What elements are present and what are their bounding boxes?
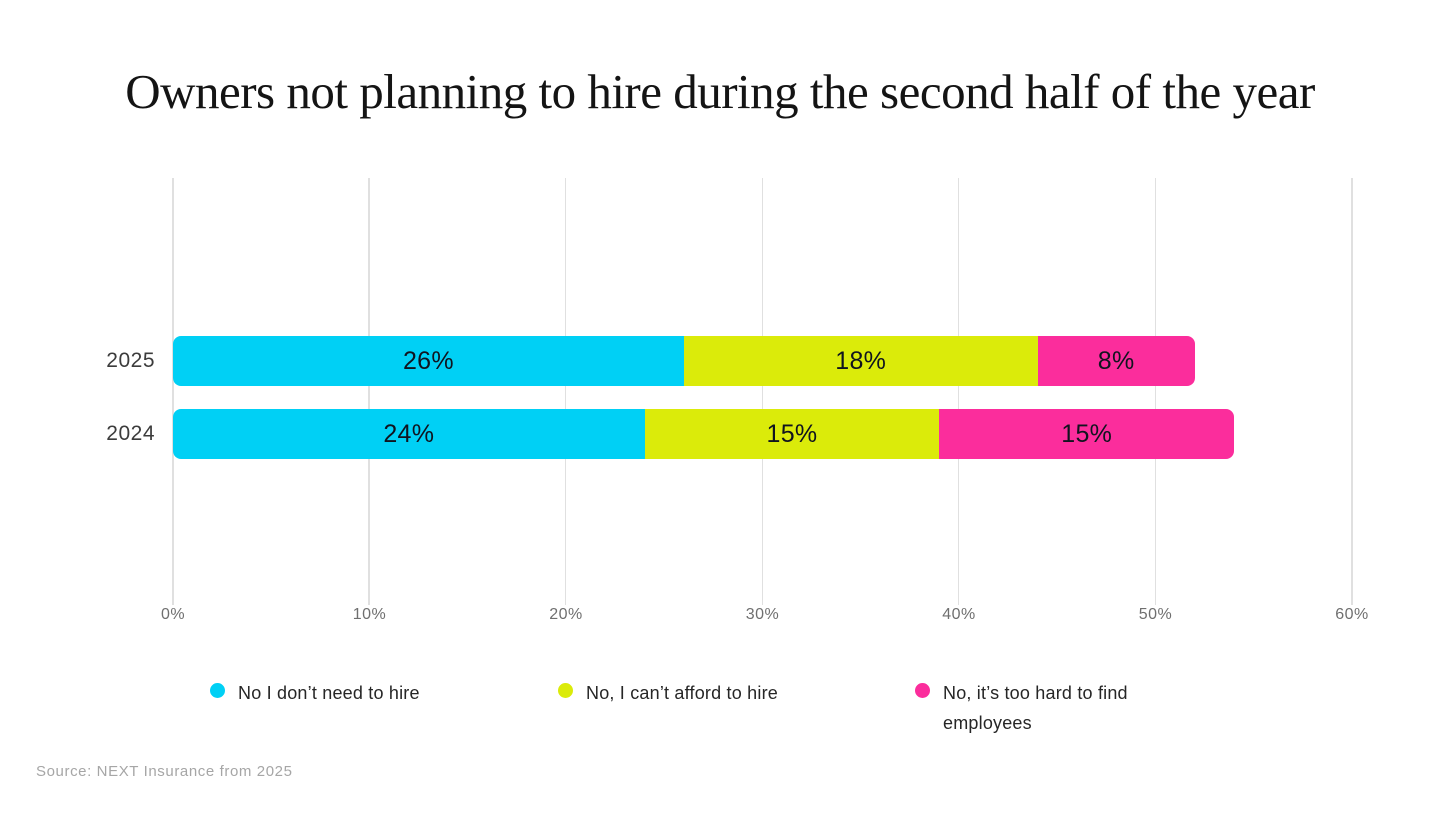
chart-title: Owners not planning to hire during the s…	[125, 63, 1315, 119]
legend-item: No, I can’t afford to hire	[558, 678, 778, 708]
bar-row: 26% 18% 8%	[173, 336, 1352, 386]
x-axis-tick-label: 0%	[160, 606, 186, 623]
legend-label: No I don’t need to hire	[238, 683, 420, 703]
legend: No I don’t need to hire No, I can’t affor…	[0, 678, 1440, 748]
bar-value-label: 24%	[383, 419, 435, 448]
y-axis-label: 2025	[106, 349, 155, 372]
bar-value-label: 15%	[1061, 419, 1113, 448]
y-axis-label: 2024	[106, 422, 155, 445]
gridline	[761, 178, 763, 605]
gridline	[957, 178, 960, 605]
gridline	[172, 178, 174, 605]
x-axis-tick-label: 60%	[1335, 606, 1369, 623]
legend-dot-icon	[210, 683, 225, 698]
x-axis-tick-label: 30%	[745, 606, 780, 623]
source-note: Source: NEXT Insurance from 2025	[36, 763, 293, 780]
x-axis-tick-label: 40%	[942, 606, 976, 623]
x-axis-tick-label: 50%	[1138, 606, 1173, 623]
legend-dot-icon	[558, 683, 573, 698]
gridline	[564, 178, 567, 605]
gridline	[1154, 178, 1156, 605]
bar-segment: 8%	[1037, 336, 1195, 386]
bar-segment: 18%	[683, 336, 1038, 386]
gridline	[1351, 178, 1353, 605]
plot-area: 26% 18% 8% 24% 15% 15%	[172, 178, 1353, 605]
bar-segment: 26%	[173, 336, 684, 386]
bar-value-label: 26%	[402, 346, 454, 375]
bar-value-label: 15%	[766, 419, 818, 448]
bar-segment: 15%	[939, 409, 1235, 459]
legend-label: No, I can’t afford to hire	[586, 683, 778, 703]
x-axis: 0% 10% 20% 30% 40% 50% 60%	[161, 606, 1368, 632]
legend-item: No, it’s too hard to find employees	[915, 678, 1155, 738]
legend-label: No, it’s too hard to find employees	[943, 683, 1128, 733]
bar-segment: 15%	[644, 409, 940, 459]
x-axis-tick-label: 20%	[549, 606, 583, 623]
legend-dot-icon	[915, 683, 930, 698]
bar-value-label: 8%	[1097, 346, 1135, 375]
legend-item: No I don’t need to hire	[210, 678, 420, 708]
bar-value-label: 18%	[835, 346, 887, 375]
x-axis-tick-label: 10%	[352, 606, 387, 623]
bar-row: 24% 15% 15%	[173, 409, 1352, 459]
gridline	[368, 178, 370, 605]
bar-segment: 24%	[173, 409, 645, 459]
